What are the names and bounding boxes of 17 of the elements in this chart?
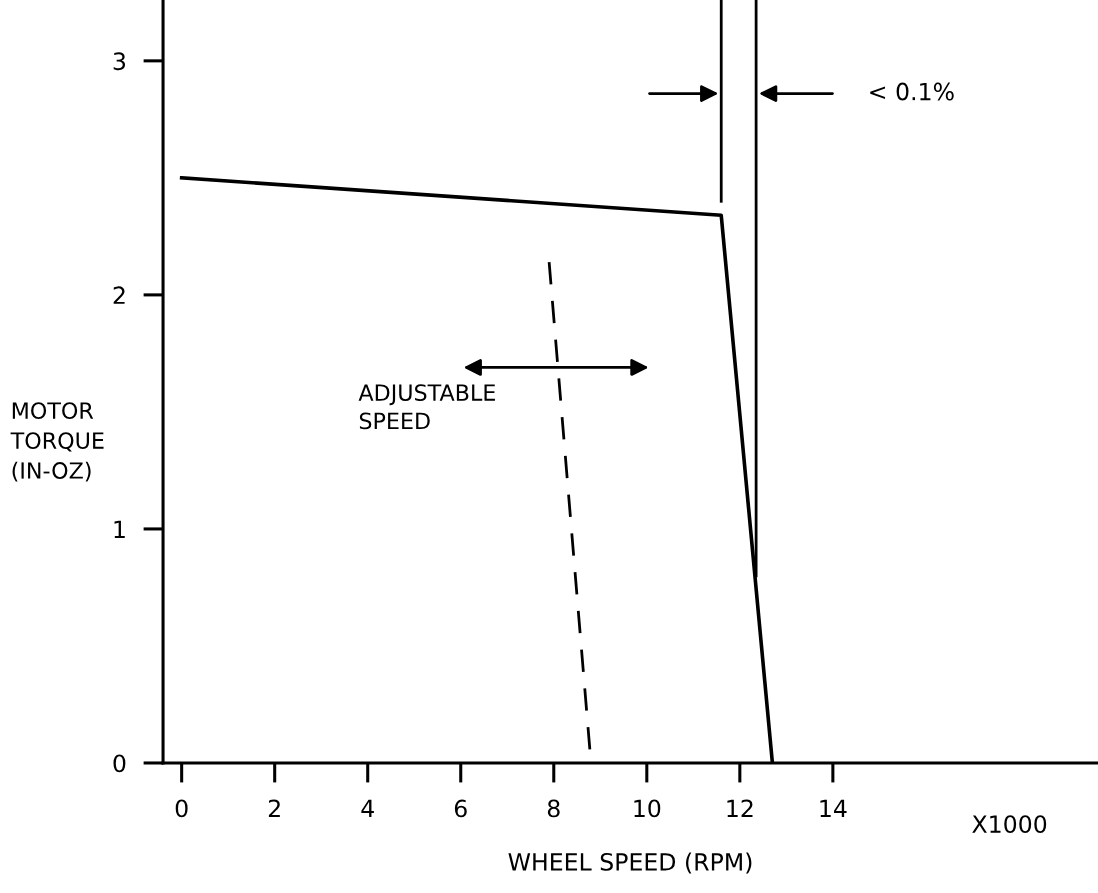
y-axis-title: MOTOR TORQUE (IN-OZ) [10,402,104,482]
x-tick-label: 8 [547,799,560,818]
x-tick-label: 4 [361,799,374,818]
annotation: < 0.1% [870,82,954,101]
x-tick-label: 6 [454,799,467,818]
y-tick-label: 3 [113,52,126,71]
y-tick-label: 2 [113,286,125,304]
x-tick-label: 10 [634,799,661,818]
y-tick-label: 0 [113,754,126,773]
y-tick-label: 1 [114,520,125,538]
x-axis-title: WHEEL SPEED (RPM) [508,852,752,874]
x-tick-label: 12 [727,799,753,818]
x-tick-label: 2 [268,799,280,818]
annotation: ADJUSTABLE SPEED [358,384,495,430]
text: X1000 [972,815,1047,834]
x-tick-label: 14 [820,799,847,818]
x-tick-label: 0 [175,799,188,818]
